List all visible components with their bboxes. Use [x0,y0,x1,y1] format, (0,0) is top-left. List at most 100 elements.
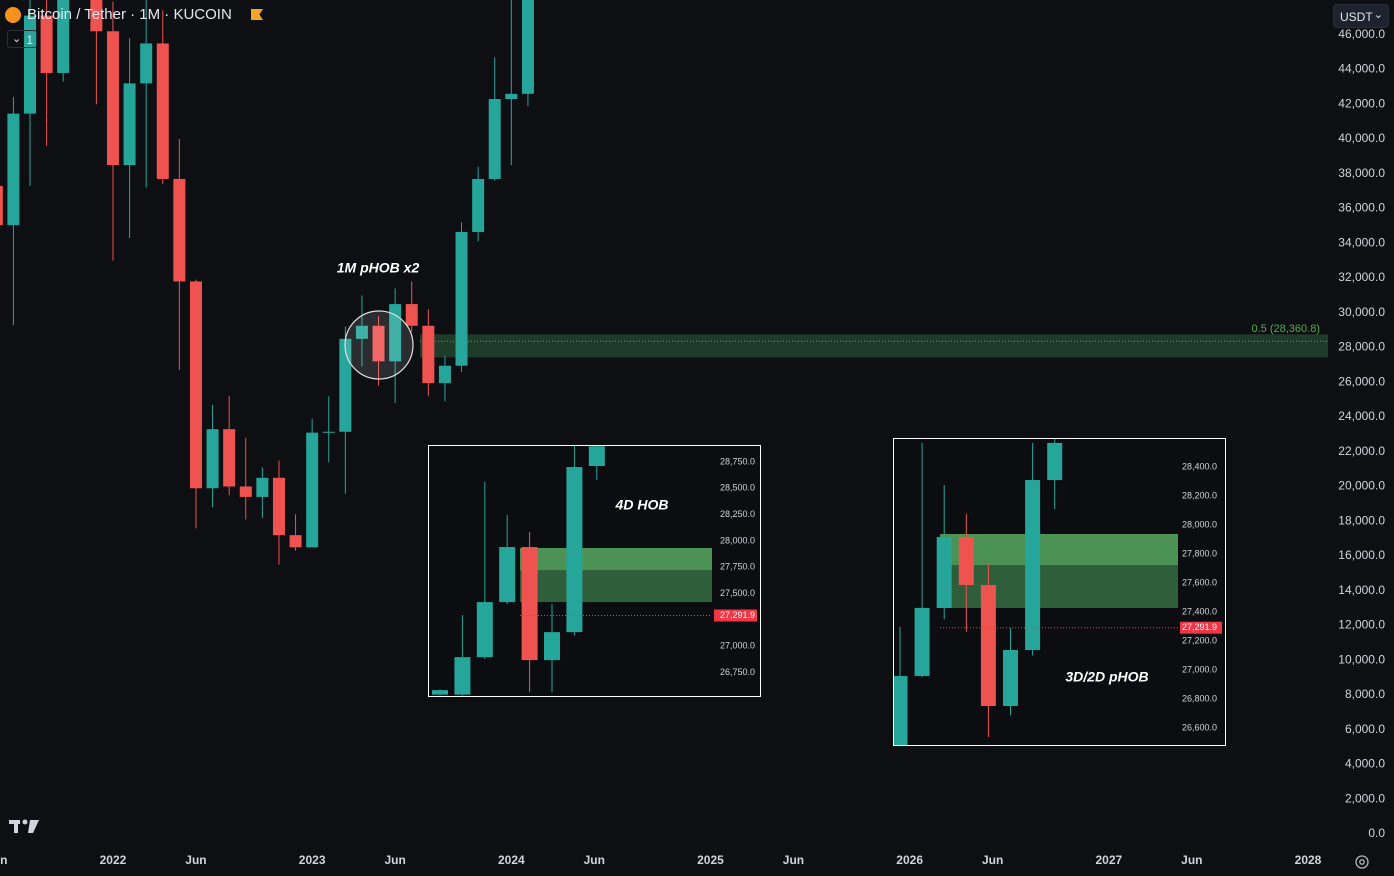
x-tick-label: 2028 [1295,853,1322,867]
inset-plot: 28,400.0 28,200.0 28,000.0 27,800.0 27,600.0… [894,439,1222,745]
candle-body [239,486,252,497]
y-tick-label: 32,000.0 [1338,270,1385,284]
candle-body [936,537,952,608]
coin-icon [5,7,21,23]
y-tick-label: 27,000.0 [1182,664,1217,674]
candle-body [1003,650,1018,706]
zone [940,533,1178,566]
candle-body [566,467,583,633]
candle-body [189,281,202,489]
last-price-tag [1180,621,1222,634]
y-tick-label: 42,000.0 [1338,96,1385,110]
candle-body [521,0,534,94]
y-tick-label: 2,000.0 [1345,791,1385,805]
last-price-label: 27,291.9 [720,610,755,620]
indicator-count: 1 [26,33,33,47]
indicator-toggle[interactable]: ⌄ 1 [7,30,37,48]
candle-body [405,304,418,326]
x-tick-label: 2027 [1095,853,1122,867]
last-price-label: 27,291.9 [1182,622,1217,632]
candle-body [958,537,974,586]
candle-body [272,477,285,536]
candle-body [980,585,996,706]
x-tick-label: Jun [1181,853,1202,867]
candle-body [894,675,908,745]
symbol-title[interactable]: Bitcoin / Tether · 1M · KUCOIN [27,6,232,23]
candle-body [422,325,435,384]
annotation: 1M pHOB x2 [337,260,420,276]
candle-body [339,338,352,432]
currency-label: USDT [1340,10,1373,24]
settings-icon[interactable] [1355,855,1369,869]
y-tick-label: 28,250.0 [720,509,755,519]
y-tick-label: 4,000.0 [1345,757,1385,771]
y-tick-label: 26,600.0 [1182,722,1217,732]
y-tick-label: 12,000.0 [1338,618,1385,632]
y-tick-label: 27,750.0 [720,562,755,572]
y-tick-label: 26,000.0 [1338,374,1385,388]
candle-body [140,43,153,84]
candle-body [454,657,471,695]
candle-body [438,365,451,384]
y-tick-label: 6,000.0 [1345,722,1385,736]
candle-body [0,185,3,226]
y-tick-label: 27,200.0 [1182,635,1217,645]
y-tick-label: 22,000.0 [1338,444,1385,458]
y-tick-label: 16,000.0 [1338,548,1385,562]
tradingview-logo [9,819,39,833]
candle-body [588,446,605,466]
highlight-circle [344,310,414,380]
candle-body [289,535,302,548]
y-tick-label: 28,500.0 [720,483,755,493]
flag-icon[interactable] [251,9,263,20]
y-tick-label: 28,000.0 [1182,519,1217,529]
candle-body [223,429,236,487]
candle-body [256,477,269,497]
candle-body [544,632,560,661]
zone [520,548,712,571]
y-tick-label: 20,000.0 [1338,479,1385,493]
candle-body [355,325,368,339]
candle-body [505,93,518,100]
main-plot: 0.5 (28,360.8) [0,0,1328,565]
y-tick-label: 27,600.0 [1182,577,1217,587]
candle-body [455,231,468,366]
y-tick-label: 10,000.0 [1338,652,1385,666]
y-tick-label: 36,000.0 [1338,201,1385,215]
candle-body [40,15,53,73]
last-price-tag [714,609,757,622]
x-tick-label: Jun [384,853,405,867]
candle-body [389,304,402,362]
x-tick-label: Jun [982,853,1003,867]
candle-body [1047,442,1063,481]
candle-body [7,113,20,226]
y-tick-label: 34,000.0 [1338,235,1385,249]
candle-body [499,547,516,603]
y-tick-label: 28,200.0 [1182,490,1217,500]
y-tick-label: 38,000.0 [1338,166,1385,180]
x-tick-label: Jun [584,853,605,867]
candle-body [914,607,930,676]
y-tick-label: 26,750.0 [720,667,755,677]
y-tick-label: 8,000.0 [1345,687,1385,701]
y-tick-label: 26,800.0 [1182,693,1217,703]
y-tick-label: 27,800.0 [1182,548,1217,558]
x-tick-label: Jun [185,853,206,867]
currency-button[interactable]: USDT ⌄ [1333,4,1389,28]
y-tick-label: 28,750.0 [720,456,755,466]
candle-body [123,83,136,166]
candle-body [57,0,70,73]
candle-body [372,325,385,362]
x-tick-label: Jun [0,853,7,867]
y-tick-label: 27,400.0 [1182,606,1217,616]
y-tick-label: 27,000.0 [720,641,755,651]
candle-body [23,15,36,114]
candle-body [521,547,538,661]
candle-body [488,99,501,179]
candle-body [173,178,186,282]
y-tick-label: 28,000.0 [1338,340,1385,354]
y-tick-label: 30,000.0 [1338,305,1385,319]
level-label: 0.5 (28,360.8) [1252,323,1321,335]
